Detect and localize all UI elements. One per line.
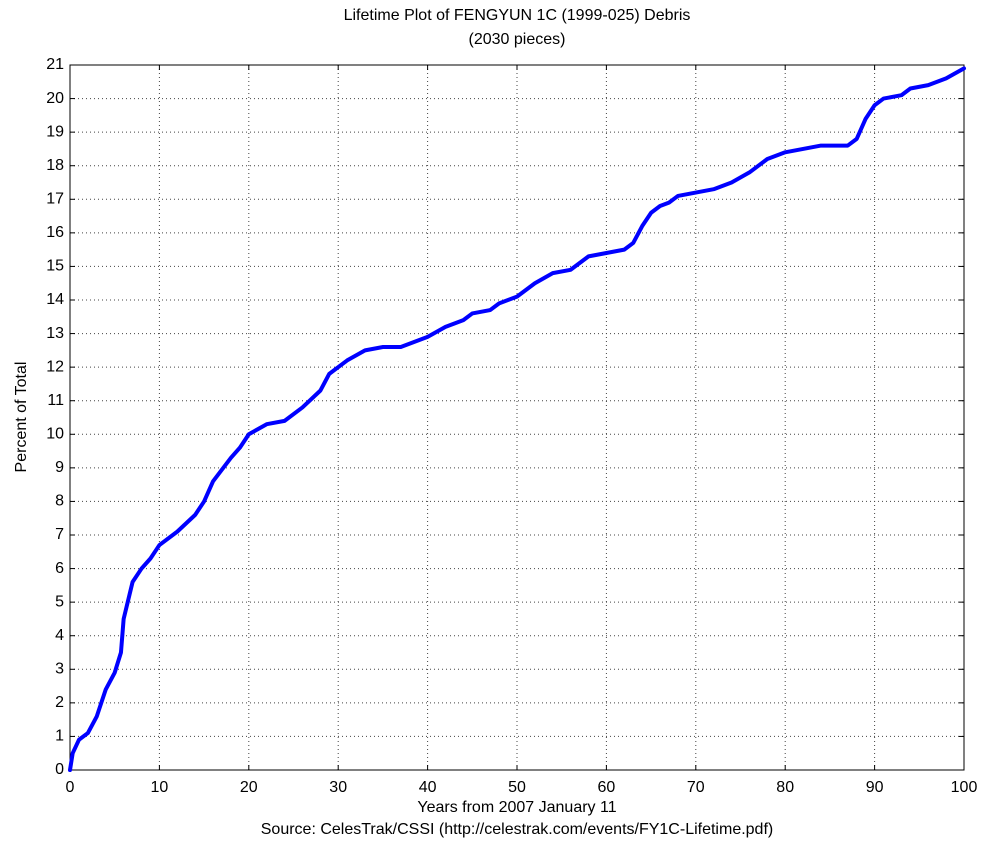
y-tick-label: 7 — [55, 526, 64, 543]
y-tick-label: 6 — [55, 560, 64, 577]
y-tick-label: 4 — [55, 627, 64, 644]
x-tick-label: 40 — [419, 779, 437, 796]
x-tick-label: 80 — [776, 779, 794, 796]
x-tick-label: 50 — [508, 779, 526, 796]
x-tick-label: 10 — [151, 779, 169, 796]
y-tick-label: 0 — [55, 761, 64, 778]
x-tick-label: 30 — [329, 779, 347, 796]
y-tick-label: 13 — [46, 325, 64, 342]
y-tick-label: 5 — [55, 593, 64, 610]
y-tick-label: 1 — [55, 728, 64, 745]
y-tick-label: 11 — [47, 392, 64, 409]
y-tick-label: 8 — [55, 493, 64, 510]
y-tick-label: 19 — [46, 123, 64, 140]
chart-title: Lifetime Plot of FENGYUN 1C (1999-025) D… — [344, 7, 691, 24]
y-tick-label: 17 — [46, 191, 64, 208]
y-tick-label: 12 — [46, 358, 64, 375]
x-axis-label: Years from 2007 January 11 — [417, 799, 616, 816]
y-tick-label: 16 — [46, 224, 64, 241]
y-tick-label: 2 — [55, 694, 64, 711]
y-tick-label: 14 — [46, 291, 64, 308]
x-tick-label: 20 — [240, 779, 258, 796]
y-tick-label: 20 — [46, 90, 64, 107]
y-tick-label: 10 — [46, 426, 64, 443]
y-tick-label: 18 — [46, 157, 64, 174]
data-line — [68, 66, 966, 772]
x-tick-label: 100 — [951, 779, 978, 796]
y-tick-label: 21 — [46, 56, 64, 73]
x-tick-label: 90 — [866, 779, 884, 796]
y-tick-label: 9 — [55, 459, 64, 476]
x-tick-label: 70 — [687, 779, 705, 796]
y-tick-label: 15 — [46, 258, 64, 275]
plot-frame — [69, 64, 965, 771]
x-tick-label: 0 — [66, 779, 75, 796]
x-tick-label: 60 — [598, 779, 616, 796]
chart-subtitle: (2030 pieces) — [469, 31, 566, 48]
y-tick-label: 3 — [55, 661, 64, 678]
y-axis-label: Percent of Total — [13, 362, 30, 473]
source-note: Source: CelesTrak/CSSI (http://celestrak… — [261, 821, 773, 838]
